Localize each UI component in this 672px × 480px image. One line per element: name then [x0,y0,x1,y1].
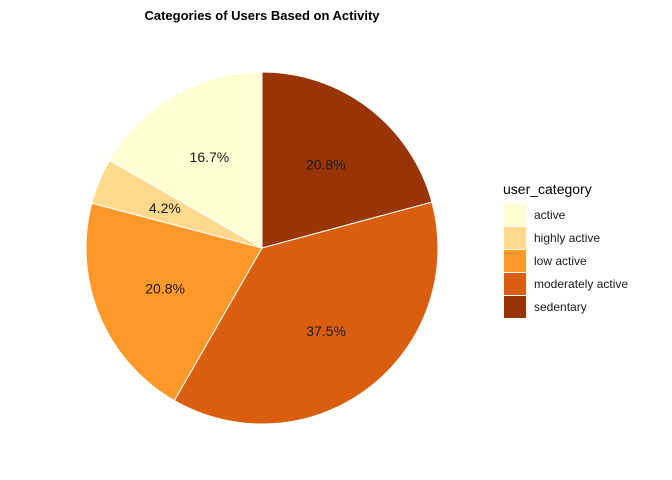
pie-slices [85,71,439,425]
legend-key-active [504,204,526,226]
pie-slice-labels: 20.8% 37.5% 20.8% 4.2% 16.7% [145,149,346,339]
pie-slice-active [108,71,263,249]
legend-key-moderately-active [504,273,526,295]
legend-label-low-active: low active [534,254,587,268]
chart-title: Categories of Users Based on Activity [144,8,380,23]
pie-slice-moderately-active [173,201,439,425]
legend-items: active highly active low active moderately … [504,204,628,318]
slice-label-highly-active: 4.2% [149,200,181,216]
legend-key-low-active [504,250,526,272]
slice-label-moderately-active: 37.5% [306,323,346,339]
legend-label-highly-active: highly active [534,231,600,245]
legend-key-sedentary [504,296,526,318]
slice-label-low-active: 20.8% [145,280,185,296]
legend-key-highly-active [504,227,526,249]
pie-slice-sedentary [261,71,433,249]
legend: user_category active highly active low act… [503,181,628,318]
pie-slice-low-active [85,202,263,402]
legend-label-sedentary: sedentary [534,300,587,314]
legend-label-active: active [534,208,566,222]
slice-label-active: 16.7% [190,149,230,165]
slice-label-sedentary: 20.8% [306,157,346,173]
legend-title: user_category [503,181,592,197]
legend-label-moderately-active: moderately active [534,277,628,291]
